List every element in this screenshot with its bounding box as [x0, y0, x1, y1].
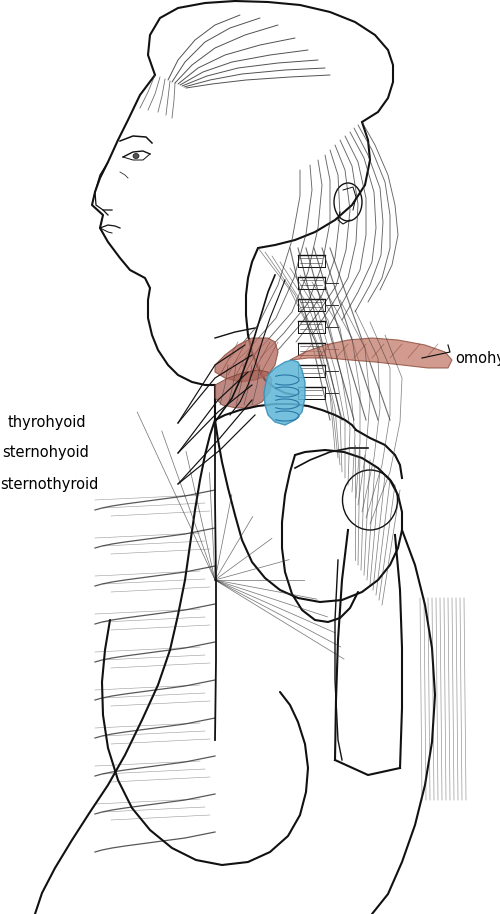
Text: sternothyroid: sternothyroid — [0, 476, 98, 492]
Polygon shape — [290, 338, 452, 368]
Text: sternohyoid: sternohyoid — [2, 445, 89, 461]
Polygon shape — [215, 370, 272, 408]
Ellipse shape — [133, 154, 139, 158]
Text: omohyoid: omohyoid — [455, 350, 500, 366]
Polygon shape — [264, 360, 305, 425]
Text: thyrohyoid: thyrohyoid — [8, 416, 86, 430]
Polygon shape — [215, 338, 278, 382]
